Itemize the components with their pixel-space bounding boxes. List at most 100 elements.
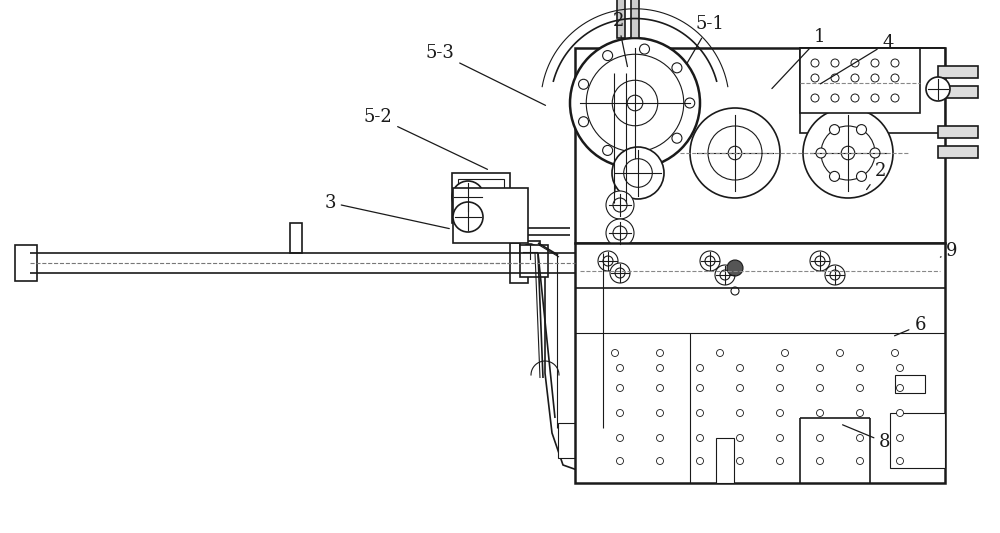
Bar bbox=[510, 243, 528, 283]
Bar bbox=[631, 0, 639, 38]
Circle shape bbox=[616, 384, 624, 392]
Circle shape bbox=[656, 457, 664, 464]
Circle shape bbox=[891, 59, 899, 67]
Circle shape bbox=[896, 409, 904, 416]
Bar bbox=[938, 146, 978, 158]
Circle shape bbox=[830, 172, 840, 181]
Circle shape bbox=[803, 108, 893, 198]
Circle shape bbox=[452, 181, 484, 213]
Circle shape bbox=[656, 409, 664, 416]
Circle shape bbox=[615, 120, 625, 130]
Text: 8: 8 bbox=[843, 425, 891, 451]
Circle shape bbox=[570, 38, 700, 168]
Circle shape bbox=[615, 159, 625, 169]
Circle shape bbox=[856, 384, 864, 392]
Circle shape bbox=[461, 190, 475, 204]
Circle shape bbox=[612, 350, 618, 357]
Circle shape bbox=[696, 365, 704, 372]
Bar bbox=[800, 48, 920, 113]
Circle shape bbox=[816, 384, 824, 392]
Bar bbox=[800, 48, 945, 133]
Circle shape bbox=[615, 81, 625, 91]
Bar bbox=[617, 0, 625, 38]
Circle shape bbox=[870, 148, 880, 158]
Circle shape bbox=[586, 54, 684, 152]
Text: 4: 4 bbox=[820, 34, 894, 84]
Circle shape bbox=[453, 202, 483, 232]
Text: 2: 2 bbox=[612, 12, 627, 67]
Circle shape bbox=[736, 409, 744, 416]
Circle shape bbox=[696, 457, 704, 464]
Circle shape bbox=[715, 265, 735, 285]
Circle shape bbox=[728, 146, 742, 160]
Circle shape bbox=[856, 125, 866, 135]
Circle shape bbox=[616, 457, 624, 464]
Text: 5-2: 5-2 bbox=[364, 108, 487, 169]
Circle shape bbox=[736, 384, 744, 392]
Circle shape bbox=[736, 457, 744, 464]
Circle shape bbox=[696, 409, 704, 416]
Circle shape bbox=[891, 94, 899, 102]
Circle shape bbox=[731, 287, 739, 295]
Circle shape bbox=[821, 126, 875, 180]
Circle shape bbox=[810, 251, 830, 271]
Circle shape bbox=[851, 94, 859, 102]
Bar bbox=[452, 173, 510, 223]
Circle shape bbox=[816, 409, 824, 416]
Circle shape bbox=[616, 409, 624, 416]
Circle shape bbox=[606, 191, 634, 219]
Circle shape bbox=[656, 350, 664, 357]
Circle shape bbox=[603, 256, 613, 266]
Text: 5-3: 5-3 bbox=[426, 44, 546, 106]
Circle shape bbox=[816, 365, 824, 372]
Circle shape bbox=[815, 256, 825, 266]
Circle shape bbox=[851, 74, 859, 82]
Circle shape bbox=[690, 108, 780, 198]
Circle shape bbox=[672, 63, 682, 73]
Bar bbox=[458, 179, 504, 217]
Circle shape bbox=[856, 409, 864, 416]
Circle shape bbox=[896, 384, 904, 392]
Bar bbox=[290, 223, 302, 253]
Bar bbox=[938, 66, 978, 78]
Circle shape bbox=[696, 384, 704, 392]
Circle shape bbox=[672, 133, 682, 143]
Circle shape bbox=[776, 384, 784, 392]
Circle shape bbox=[522, 244, 538, 260]
Circle shape bbox=[871, 74, 879, 82]
Circle shape bbox=[782, 350, 788, 357]
Circle shape bbox=[640, 152, 650, 162]
Circle shape bbox=[816, 457, 824, 464]
Circle shape bbox=[836, 350, 844, 357]
Text: 2: 2 bbox=[867, 161, 886, 190]
Circle shape bbox=[627, 95, 643, 111]
Circle shape bbox=[856, 457, 864, 464]
Circle shape bbox=[615, 172, 625, 182]
Bar bbox=[890, 413, 945, 468]
Circle shape bbox=[606, 219, 634, 247]
Circle shape bbox=[891, 74, 899, 82]
Circle shape bbox=[603, 51, 613, 61]
Bar bbox=[15, 245, 37, 281]
Circle shape bbox=[705, 256, 715, 266]
Circle shape bbox=[700, 251, 720, 271]
Circle shape bbox=[811, 94, 819, 102]
Circle shape bbox=[579, 117, 589, 127]
Circle shape bbox=[716, 350, 724, 357]
Circle shape bbox=[825, 265, 845, 285]
Circle shape bbox=[896, 365, 904, 372]
Circle shape bbox=[776, 434, 784, 441]
Circle shape bbox=[685, 98, 695, 108]
Circle shape bbox=[615, 198, 625, 208]
Circle shape bbox=[896, 434, 904, 441]
Bar bbox=[895, 375, 925, 393]
Circle shape bbox=[615, 107, 625, 117]
Text: 1: 1 bbox=[772, 28, 826, 88]
Circle shape bbox=[598, 251, 618, 271]
Bar bbox=[575, 243, 945, 483]
Bar bbox=[938, 126, 978, 138]
Circle shape bbox=[831, 94, 839, 102]
Text: 5-1: 5-1 bbox=[686, 15, 724, 64]
Bar bbox=[520, 245, 548, 277]
Circle shape bbox=[830, 270, 840, 280]
